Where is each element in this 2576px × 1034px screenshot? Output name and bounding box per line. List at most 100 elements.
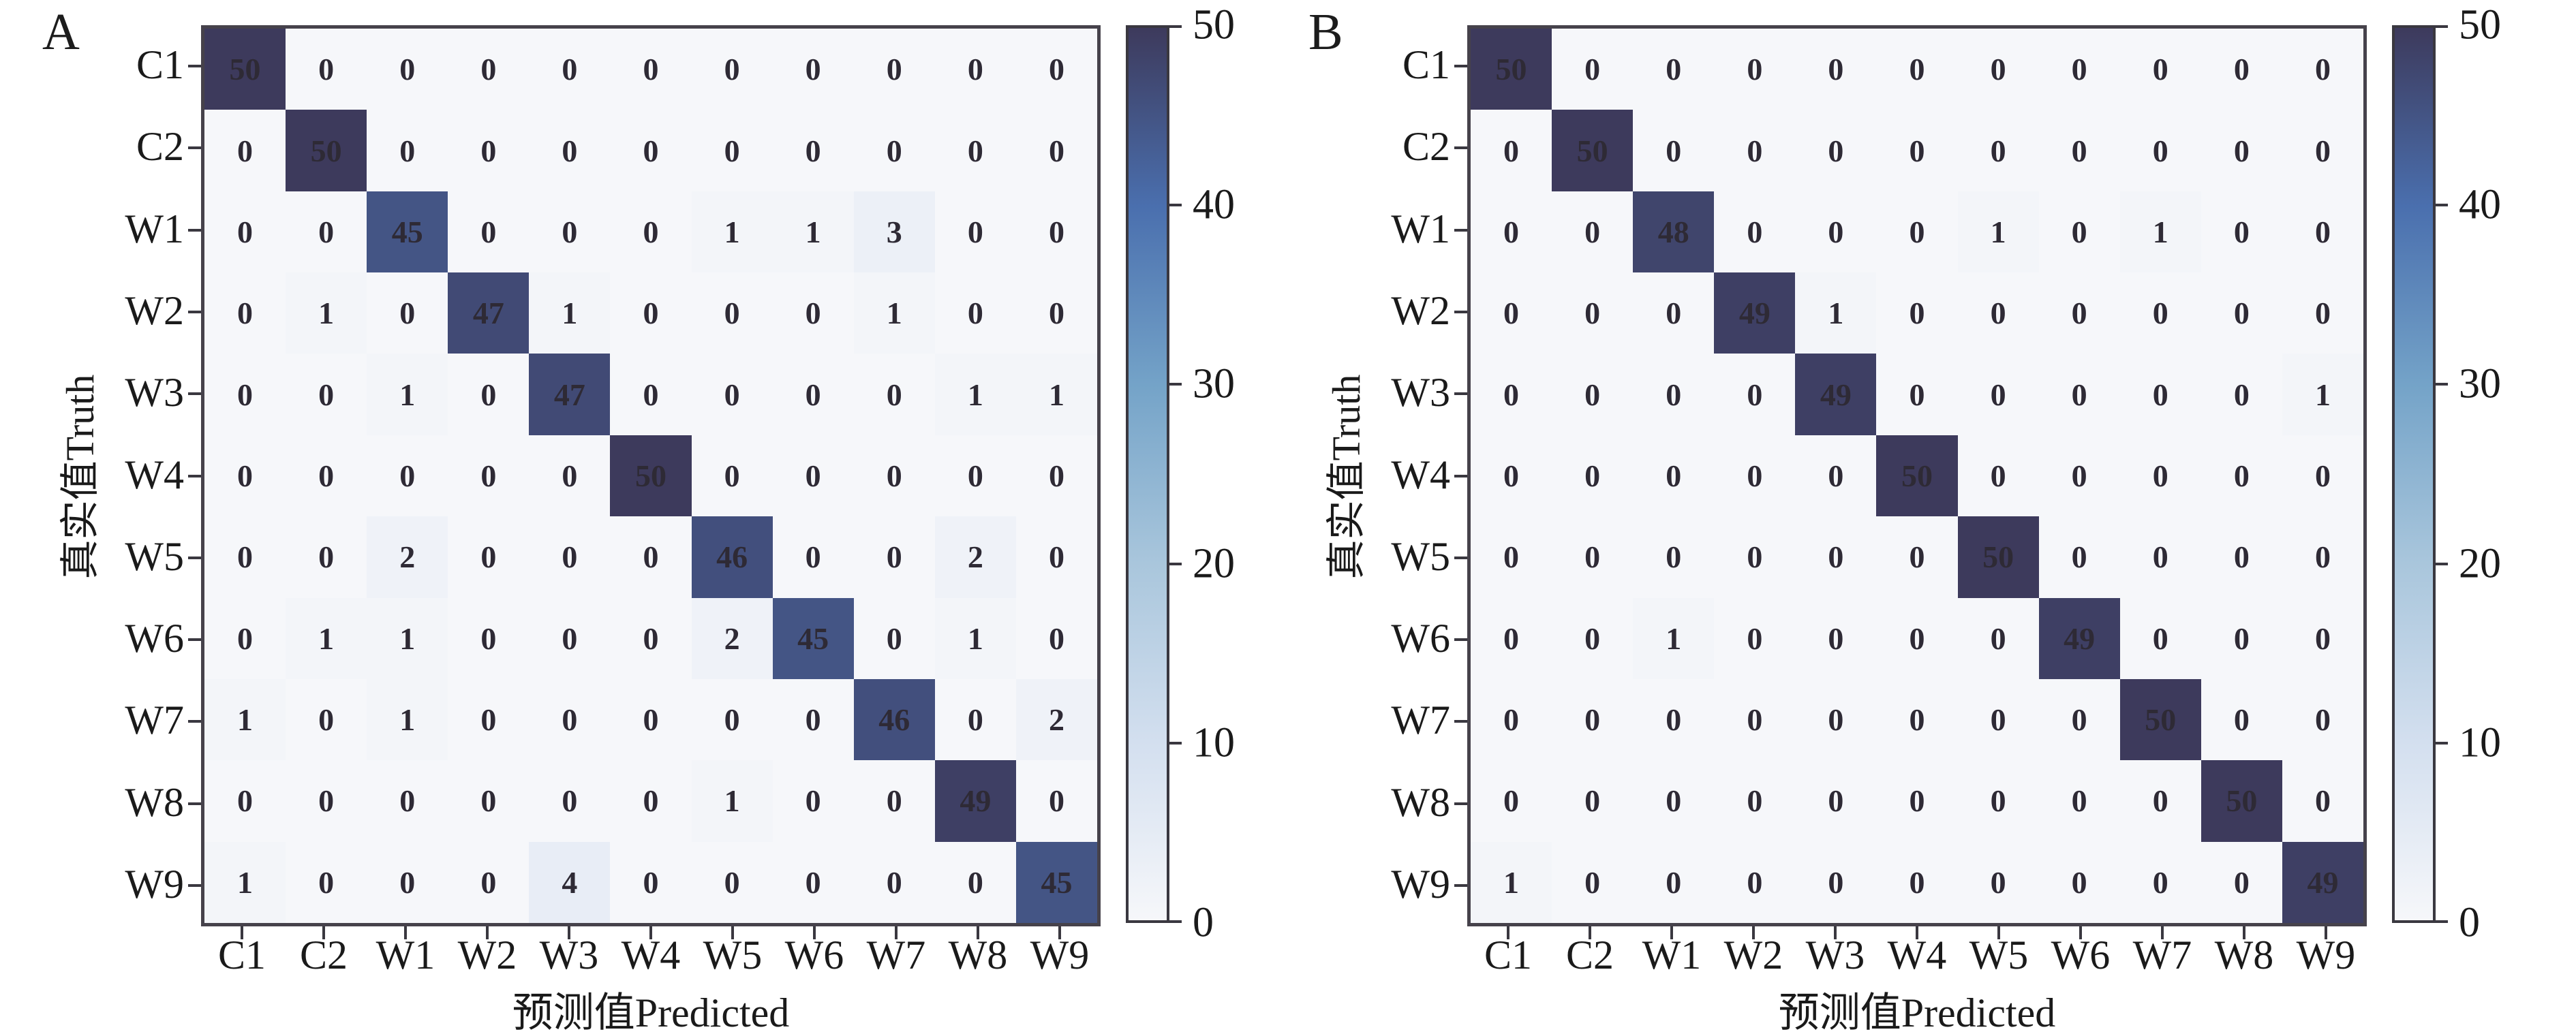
heatmap-cell: 0 [610, 29, 692, 110]
x-tick-label: W1 [375, 933, 435, 977]
x-axis-tick [1507, 926, 1509, 939]
x-tick-label: W7 [2132, 933, 2192, 977]
colorbar-tick [2436, 742, 2448, 745]
colorbar-tick-label: 30 [2459, 360, 2501, 407]
heatmap-cell: 0 [2201, 678, 2282, 761]
heatmap-cell: 0 [367, 29, 448, 110]
heatmap-cell: 0 [610, 354, 692, 435]
heatmap-cell: 0 [2201, 354, 2282, 435]
x-axis-tick [2079, 926, 2082, 939]
heatmap-cell: 0 [1015, 29, 1097, 110]
y-axis-tick [188, 638, 201, 642]
x-tick-label: W5 [703, 933, 763, 977]
heatmap-cell: 2 [934, 516, 1016, 598]
heatmap-cell: 46 [691, 516, 773, 598]
heatmap-cell: 0 [1015, 760, 1097, 842]
heatmap-cell: 0 [2119, 516, 2201, 598]
x-tick-label: W6 [784, 933, 844, 977]
heatmap-cell: 0 [1876, 354, 1958, 435]
heatmap-cell: 0 [1957, 272, 2039, 354]
heatmap-cell: 0 [448, 191, 530, 273]
heatmap-cell: 0 [204, 110, 286, 191]
heatmap-cell: 45 [367, 191, 448, 273]
heatmap-cell: 49 [934, 760, 1016, 842]
x-axis-tick [568, 926, 570, 939]
x-axis-tick [404, 926, 407, 939]
colorbar-tick-label: 40 [2459, 181, 2501, 228]
heatmap-cell: 0 [204, 191, 286, 273]
heatmap-cell: 45 [1015, 841, 1097, 923]
heatmap-cell: 0 [286, 191, 367, 273]
heatmap-plot: 50 0 0 0 0 0 0 0 0 0 0 0 50 0 0 0 0 0 0 0 0 0 0 0 48 0 0 0 1 0 1 0 0 0 0 0 4… [1467, 25, 2367, 926]
heatmap-cell: 48 [1633, 191, 1715, 273]
heatmap-cell: 0 [1015, 110, 1097, 191]
heatmap-cell: 0 [286, 841, 367, 923]
heatmap-cell: 50 [1876, 435, 1958, 517]
heatmap-cell: 0 [934, 841, 1016, 923]
heatmap-cell: 1 [691, 191, 773, 273]
heatmap-cell: 0 [2201, 435, 2282, 517]
colorbar-tick [2436, 203, 2448, 206]
heatmap-cell: 0 [2038, 516, 2120, 598]
x-axis-tick [1058, 926, 1061, 939]
x-tick-label: W8 [2214, 933, 2274, 977]
heatmap-cell: 47 [529, 354, 611, 435]
heatmap-cell: 0 [448, 841, 530, 923]
x-tick-label: W6 [2051, 933, 2111, 977]
heatmap-cell: 0 [691, 678, 773, 761]
heatmap-cell: 0 [610, 110, 692, 191]
y-tick-label: W6 [1391, 616, 1450, 661]
panel-label-a: A [42, 3, 80, 61]
heatmap-cell: 0 [367, 841, 448, 923]
colorbar-tick [1169, 920, 1182, 923]
heatmap-cell: 50 [286, 110, 367, 191]
x-tick-label: C1 [1484, 933, 1533, 977]
heatmap-cell: 0 [772, 760, 854, 842]
heatmap-cell: 0 [853, 29, 935, 110]
heatmap-cell: 0 [2282, 760, 2363, 842]
heatmap-cell: 2 [1015, 678, 1097, 761]
x-tick-label: W4 [621, 933, 681, 977]
heatmap-cell: 0 [204, 597, 286, 679]
heatmap-cell: 0 [610, 272, 692, 354]
heatmap-cell: 0 [1471, 354, 1552, 435]
x-tick-label: W4 [1887, 933, 1947, 977]
heatmap-cell: 0 [2119, 272, 2201, 354]
heatmap-cell: 0 [691, 272, 773, 354]
heatmap-cell: 0 [2201, 841, 2282, 923]
heatmap-cell: 0 [1714, 110, 1796, 191]
heatmap-cell: 0 [1714, 597, 1796, 679]
heatmap-cell: 0 [1015, 435, 1097, 517]
heatmap-cell: 0 [448, 516, 530, 598]
heatmap-cell: 50 [2201, 760, 2282, 842]
heatmap-cell: 1 [286, 272, 367, 354]
heatmap-cell: 0 [934, 272, 1016, 354]
heatmap-cell: 0 [2282, 516, 2363, 598]
colorbar-tick-label: 0 [1193, 899, 1214, 946]
heatmap-cell: 0 [2282, 435, 2363, 517]
y-axis-tick [188, 556, 201, 559]
heatmap-cell: 1 [286, 597, 367, 679]
y-axis-tick [188, 802, 201, 805]
heatmap-cell: 0 [529, 191, 611, 273]
heatmap-cell: 47 [448, 272, 530, 354]
colorbar-tick [1169, 562, 1182, 565]
heatmap-cell: 1 [691, 760, 773, 842]
heatmap-cell: 0 [2282, 597, 2363, 679]
heatmap-cell: 0 [1633, 516, 1715, 598]
heatmap-cell: 0 [1957, 678, 2039, 761]
heatmap-cell: 0 [1633, 272, 1715, 354]
heatmap-cell: 0 [2119, 354, 2201, 435]
y-tick-label: W2 [1391, 288, 1450, 334]
heatmap-cell: 1 [367, 597, 448, 679]
heatmap-cell: 0 [1552, 516, 1634, 598]
colorbar-tick-label: 50 [2459, 1, 2501, 48]
colorbar-tick [2436, 25, 2448, 28]
heatmap-cell: 45 [772, 597, 854, 679]
heatmap-cell: 0 [1471, 678, 1552, 761]
heatmap-cell: 0 [2038, 191, 2120, 273]
heatmap-cell: 0 [1714, 760, 1796, 842]
heatmap-cell: 0 [2282, 29, 2363, 110]
x-axis-tick [2161, 926, 2164, 939]
heatmap-cell: 0 [934, 29, 1016, 110]
